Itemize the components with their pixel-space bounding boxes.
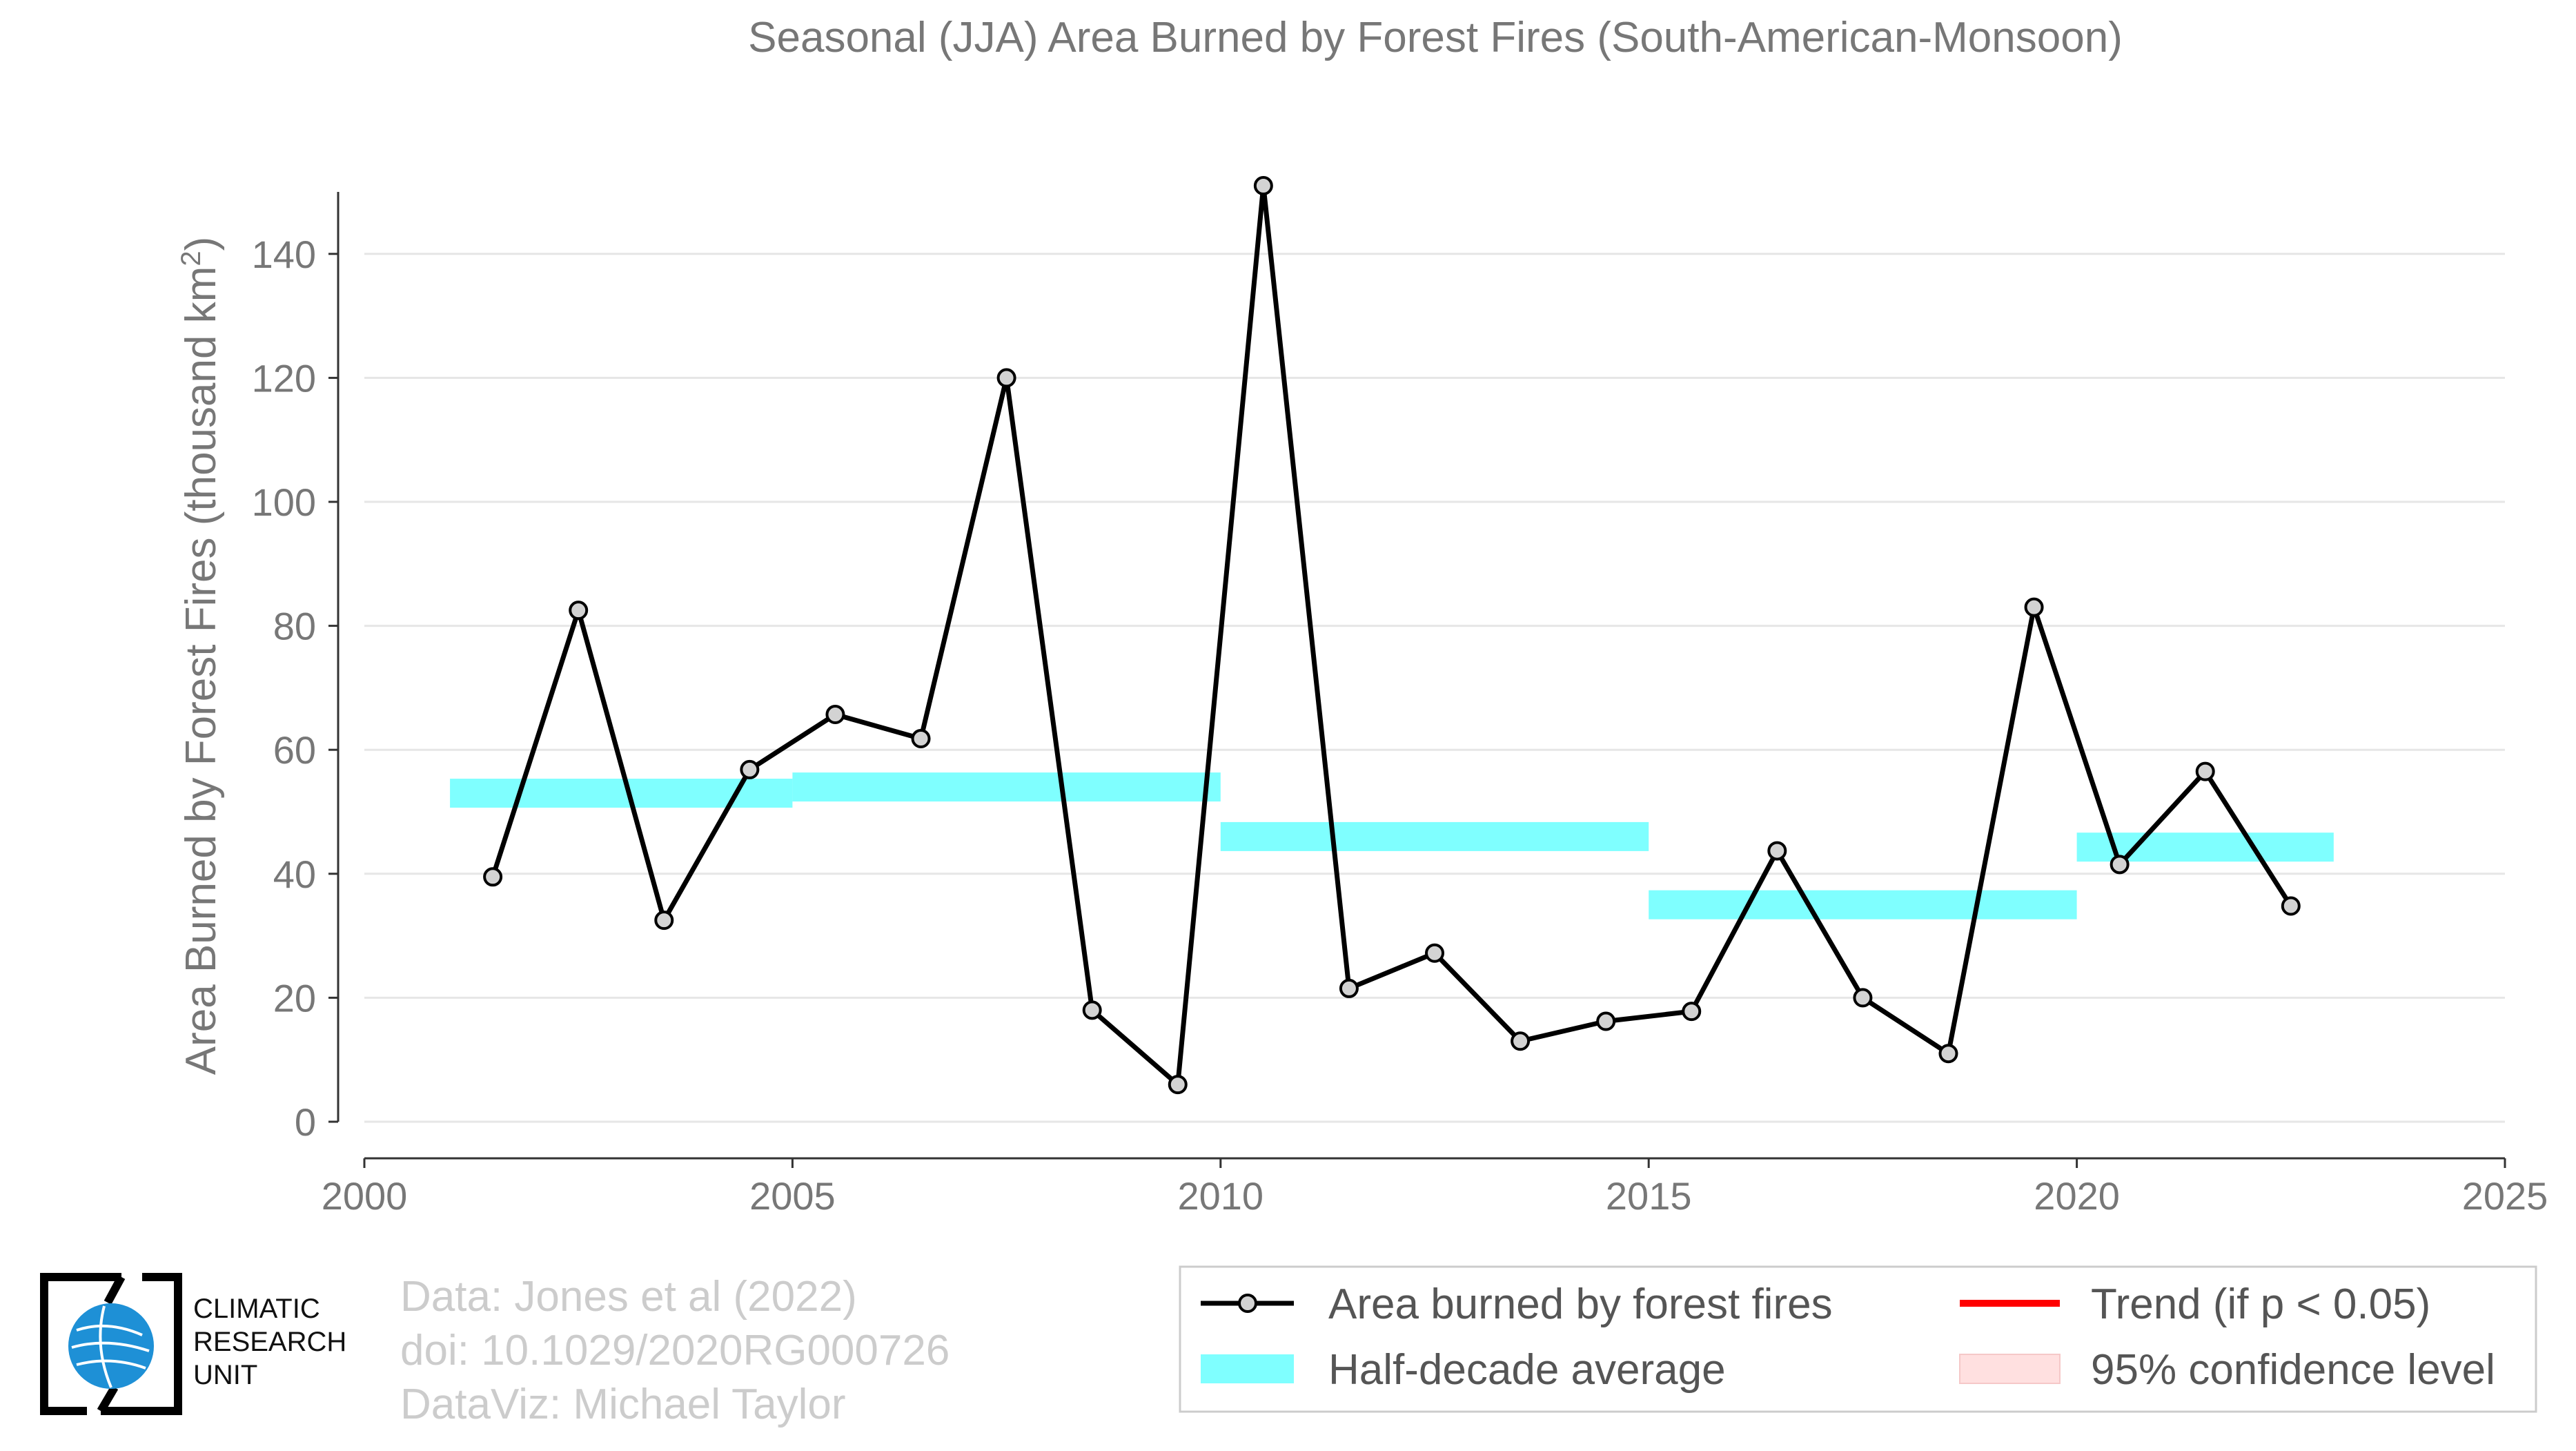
cru-logo <box>40 1273 182 1415</box>
data-point-14 <box>1682 1002 1702 1022</box>
cru-name-line1: CLIMATIC <box>193 1294 320 1324</box>
legend-label-trend: Trend (if p < 0.05) <box>2091 1280 2430 1328</box>
data-point-13 <box>1596 1011 1616 1031</box>
legend: Area burned by forest fires Trend (if p … <box>1179 1265 2537 1413</box>
logo-globe-lines <box>71 1305 150 1388</box>
x-tick-label-2025: 2025 <box>2462 1174 2548 1218</box>
grid-lines <box>364 253 2505 1123</box>
axes <box>328 192 2506 1168</box>
legend-label-confidence: 95% confidence level <box>2091 1346 2495 1394</box>
data-point-8 <box>1168 1075 1188 1095</box>
data-point-2 <box>654 910 674 931</box>
x-tick-label-2015: 2015 <box>1606 1174 1692 1218</box>
data-credits: Data: Jones et al (2022) doi: 10.1029/20… <box>400 1270 950 1432</box>
chart-title: Seasonal (JJA) Area Burned by Forest Fir… <box>748 14 2123 61</box>
series-line-0 <box>490 183 2293 1087</box>
y-tick-label-40: 40 <box>273 853 316 896</box>
y-axis-label: Area Burned by Forest Fires (thousand km… <box>176 237 225 1075</box>
data-point-21 <box>2281 896 2301 916</box>
legend-marker-area-burned <box>1238 1294 1257 1313</box>
data-point-5 <box>911 729 931 749</box>
half-decade-averages <box>450 772 2334 919</box>
y-axis-label-sup: 2 <box>176 251 206 266</box>
logo-slash-bottom <box>97 1385 119 1414</box>
x-tick-label-2000: 2000 <box>322 1174 408 1218</box>
y-tick-label-0: 0 <box>295 1100 316 1144</box>
x-tick-labels: 2000 2005 2010 2015 2020 2025 <box>322 1174 2548 1218</box>
legend-box <box>1179 1265 2537 1413</box>
legend-swatch-half-decade <box>1201 1354 1294 1383</box>
logo-slash-top <box>104 1275 126 1305</box>
x-tick-label-2005: 2005 <box>749 1174 836 1218</box>
y-tick-label-120: 120 <box>252 356 316 400</box>
y-axis-label-close: ) <box>177 237 225 251</box>
data-point-17 <box>1938 1044 1958 1064</box>
data-point-18 <box>2024 597 2044 617</box>
logo-frame-right <box>101 1273 182 1415</box>
y-axis-label-main: Area Burned by Forest Fires (thousand km <box>177 266 225 1075</box>
y-tick-labels: 0 20 40 60 80 100 120 140 <box>252 233 316 1144</box>
logo-frame-left <box>40 1273 121 1415</box>
credit-data-source: Data: Jones et al (2022) <box>400 1273 857 1321</box>
cru-name: CLIMATIC RESEARCH UNIT <box>193 1292 346 1392</box>
half-decade-bar-3 <box>1649 890 2077 919</box>
data-point-9 <box>1253 176 1273 196</box>
legend-label-area-burned: Area burned by forest fires <box>1328 1280 1833 1328</box>
data-point-12 <box>1511 1031 1531 1051</box>
cru-name-line3: UNIT <box>193 1360 258 1390</box>
y-tick-label-60: 60 <box>273 728 316 772</box>
data-point-19 <box>2110 855 2130 875</box>
legend-label-half-decade: Half-decade average <box>1328 1346 1726 1394</box>
x-tick-label-2020: 2020 <box>2034 1174 2120 1218</box>
cru-name-line2: RESEARCH <box>193 1327 347 1357</box>
y-tick-label-80: 80 <box>273 605 316 648</box>
data-point-11 <box>1425 943 1444 963</box>
x-tick-label-2010: 2010 <box>1178 1174 1264 1218</box>
data-point-16 <box>1853 988 1873 1008</box>
y-tick-label-20: 20 <box>273 976 316 1020</box>
data-point-3 <box>740 759 760 779</box>
half-decade-bar-1 <box>792 772 1221 802</box>
data-point-4 <box>825 705 845 725</box>
credit-dataviz: DataViz: Michael Taylor <box>400 1381 846 1428</box>
data-point-7 <box>1082 1000 1102 1020</box>
data-point-6 <box>996 368 1016 388</box>
half-decade-bar-2 <box>1220 821 1649 851</box>
legend-swatch-confidence <box>1959 1354 2061 1384</box>
data-point-20 <box>2195 761 2215 781</box>
logo-globe-icon <box>68 1303 154 1389</box>
data-point-0 <box>483 867 503 887</box>
data-point-1 <box>569 601 589 621</box>
data-point-10 <box>1339 978 1359 998</box>
y-tick-label-100: 100 <box>252 480 316 524</box>
data-point-15 <box>1767 841 1787 861</box>
credit-doi: doi: 10.1029/2020RG000726 <box>400 1327 950 1374</box>
series-area-burned <box>483 176 2301 1095</box>
y-tick-label-140: 140 <box>252 233 316 276</box>
